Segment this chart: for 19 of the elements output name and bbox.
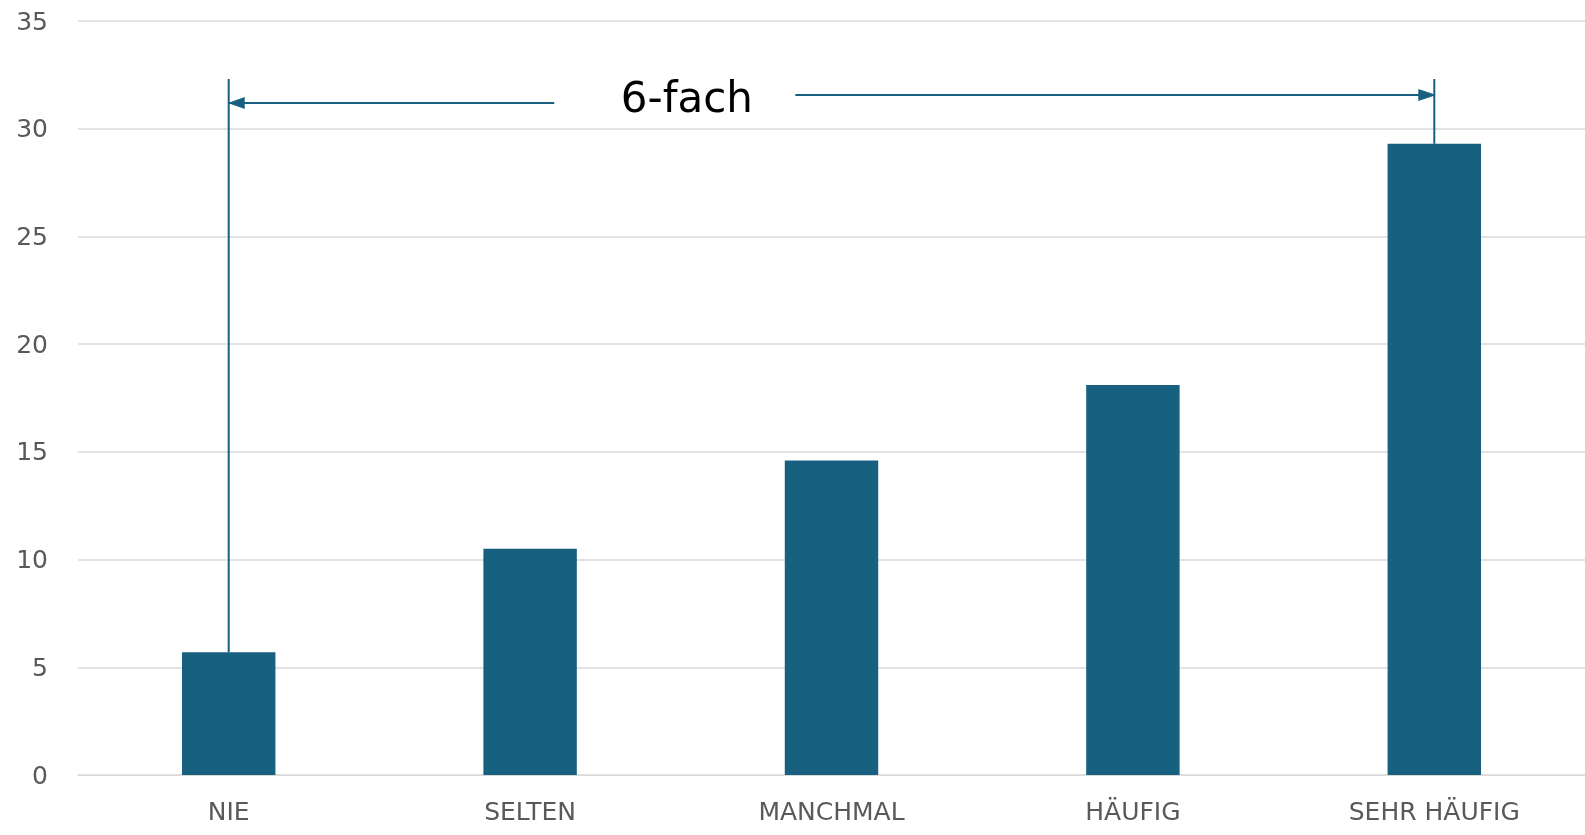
- y-tick-label: 0: [32, 760, 48, 790]
- x-tick-label: NIE: [207, 797, 250, 826]
- x-tick-label: SELTEN: [484, 797, 577, 826]
- y-tick-label: 10: [16, 545, 48, 575]
- y-tick-label: 35: [16, 6, 48, 36]
- bar: [1387, 143, 1482, 775]
- y-tick-label: 15: [16, 437, 48, 467]
- y-tick-label: 5: [32, 652, 48, 682]
- x-tick-label: HÄUFIG: [1085, 797, 1181, 826]
- x-tick-label: SEHR HÄUFIG: [1348, 797, 1520, 826]
- bar: [483, 548, 577, 775]
- y-tick-label: 30: [16, 114, 48, 144]
- bar: [1086, 385, 1180, 775]
- bar: [181, 652, 276, 775]
- x-tick-label: MANCHMAL: [758, 797, 905, 826]
- y-tick-label: 25: [16, 221, 48, 251]
- bar: [784, 460, 879, 775]
- annotation: 6-fach: [620, 73, 753, 123]
- y-tick-label: 20: [16, 329, 48, 359]
